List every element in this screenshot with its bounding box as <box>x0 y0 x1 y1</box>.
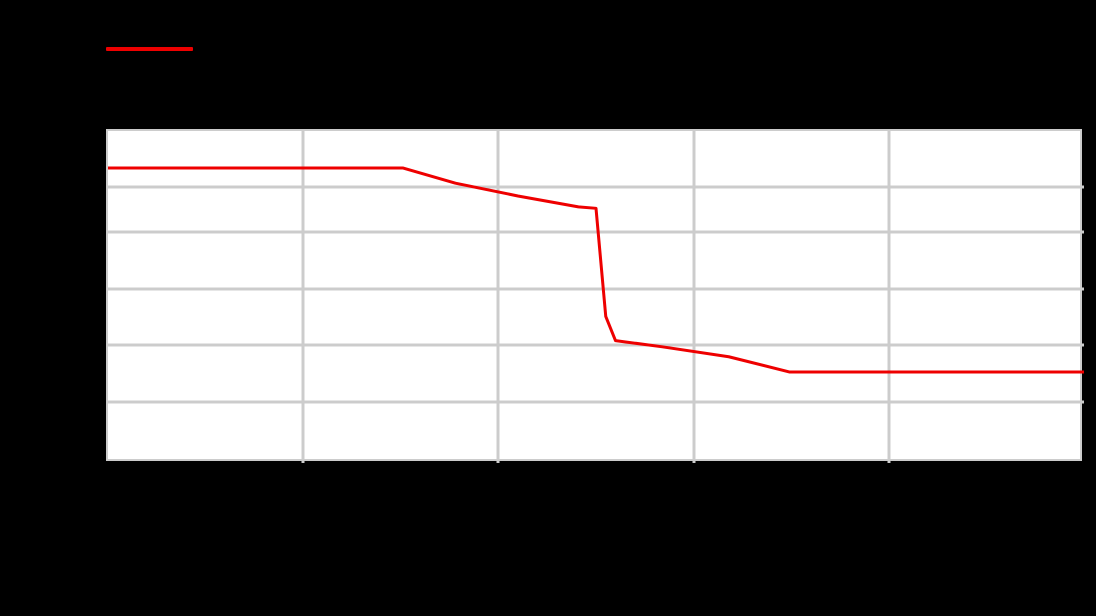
legend-line-swatch-icon <box>106 47 193 51</box>
horizontal-gridlines <box>108 185 1084 404</box>
plot-area <box>106 129 1084 463</box>
vertical-gridlines <box>301 131 891 463</box>
series-line-0 <box>108 166 1084 374</box>
chart-legend <box>106 34 606 64</box>
legend-entry-0[interactable] <box>106 47 201 51</box>
plot-canvas <box>108 131 1084 463</box>
